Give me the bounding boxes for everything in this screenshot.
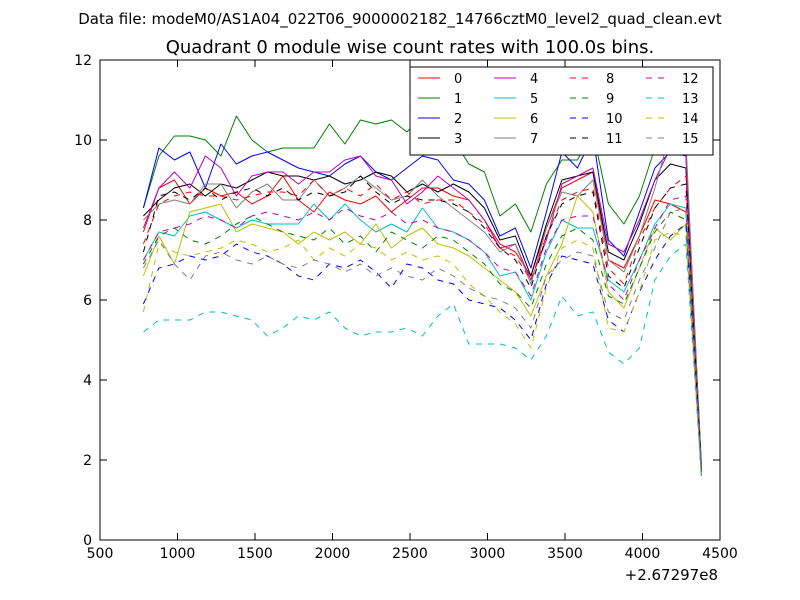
series-line-13 [143,243,702,477]
series-line-7 [143,131,702,473]
series-line-15 [142,207,702,477]
legend-label-1: 1 [454,92,462,107]
series-line-3 [143,163,702,473]
x-tick-label: 1500 [237,546,273,562]
x-tick-label: 2000 [315,546,351,562]
series-line-8 [142,175,702,473]
legend-label-2: 2 [454,112,462,127]
y-tick-label: 8 [83,213,92,229]
y-tick-label: 6 [83,293,92,309]
x-tick-label: 500 [87,546,114,562]
legend-label-11: 11 [606,132,623,147]
series-layer [142,115,702,477]
y-tick-label: 2 [83,453,92,469]
legend-label-10: 10 [606,112,623,127]
x-tick-label: 4000 [625,546,661,562]
series-line-10 [142,223,702,477]
series-line-11 [142,175,702,473]
legend-label-14: 14 [682,112,699,127]
legend-label-0: 0 [454,72,462,87]
x-tick-label: 2500 [392,546,428,562]
legend-box [409,66,714,156]
x-tick-label: 3500 [547,546,583,562]
x-offset-label: +2.67297e8 [625,566,718,584]
data-file-label: Data file: modeM0/AS1A04_022T06_90000021… [78,10,722,29]
axes-layer: 500 1000 1500 2000 2500 3000 3500 4000 4500 0 2 4 6 8… [74,53,738,562]
legend-label-3: 3 [454,132,462,147]
y-tick-label: 10 [74,133,92,149]
legend-label-4: 4 [530,72,538,87]
x-tick-label: 3000 [470,546,506,562]
y-tick-label: 4 [83,373,92,389]
legend-label-7: 7 [530,132,538,147]
y-tick-label: 12 [74,53,92,69]
legend-label-15: 15 [682,132,699,147]
series-line-14 [142,231,702,477]
legend-label-12: 12 [682,72,699,87]
series-group [142,115,702,477]
legend-label-13: 13 [682,92,699,107]
series-line-4 [142,147,702,469]
series-line-2 [142,135,702,469]
x-tick-label: 4500 [702,546,738,562]
y-tick-label: 0 [83,533,92,549]
series-line-9 [142,211,702,473]
legend-label-5: 5 [530,92,538,107]
legend-label-9: 9 [606,92,614,107]
legend-label-6: 6 [530,112,538,127]
chart-title: Quadrant 0 module wise count rates with … [166,37,655,58]
x-tick-label: 1000 [160,546,196,562]
series-line-5 [142,203,702,469]
series-line-6 [142,195,702,477]
legend-label-8: 8 [606,72,614,87]
